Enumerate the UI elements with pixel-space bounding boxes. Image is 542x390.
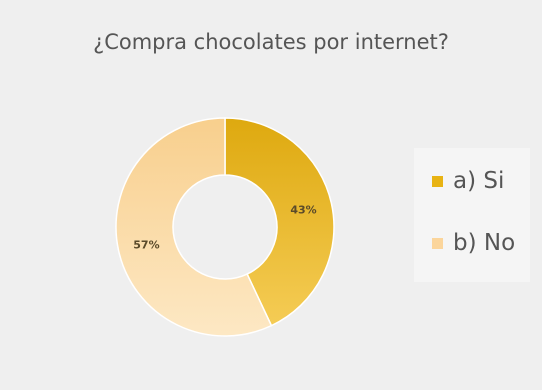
- legend-swatch-no: [432, 237, 443, 249]
- chart-title: ¿Compra chocolates por internet?: [93, 30, 449, 54]
- legend: a) Si b) No: [414, 148, 530, 282]
- data-label-1: 57%: [133, 239, 159, 252]
- legend-swatch-si: [432, 175, 443, 187]
- legend-item-si: a) Si: [432, 168, 504, 194]
- legend-label-si: a) Si: [453, 168, 505, 194]
- donut-slice-1: [115, 117, 273, 337]
- data-label-0: 43%: [290, 203, 316, 216]
- donut-slice-0: [224, 117, 335, 327]
- legend-label-no: b) No: [453, 230, 516, 256]
- legend-item-no: b) No: [432, 230, 515, 256]
